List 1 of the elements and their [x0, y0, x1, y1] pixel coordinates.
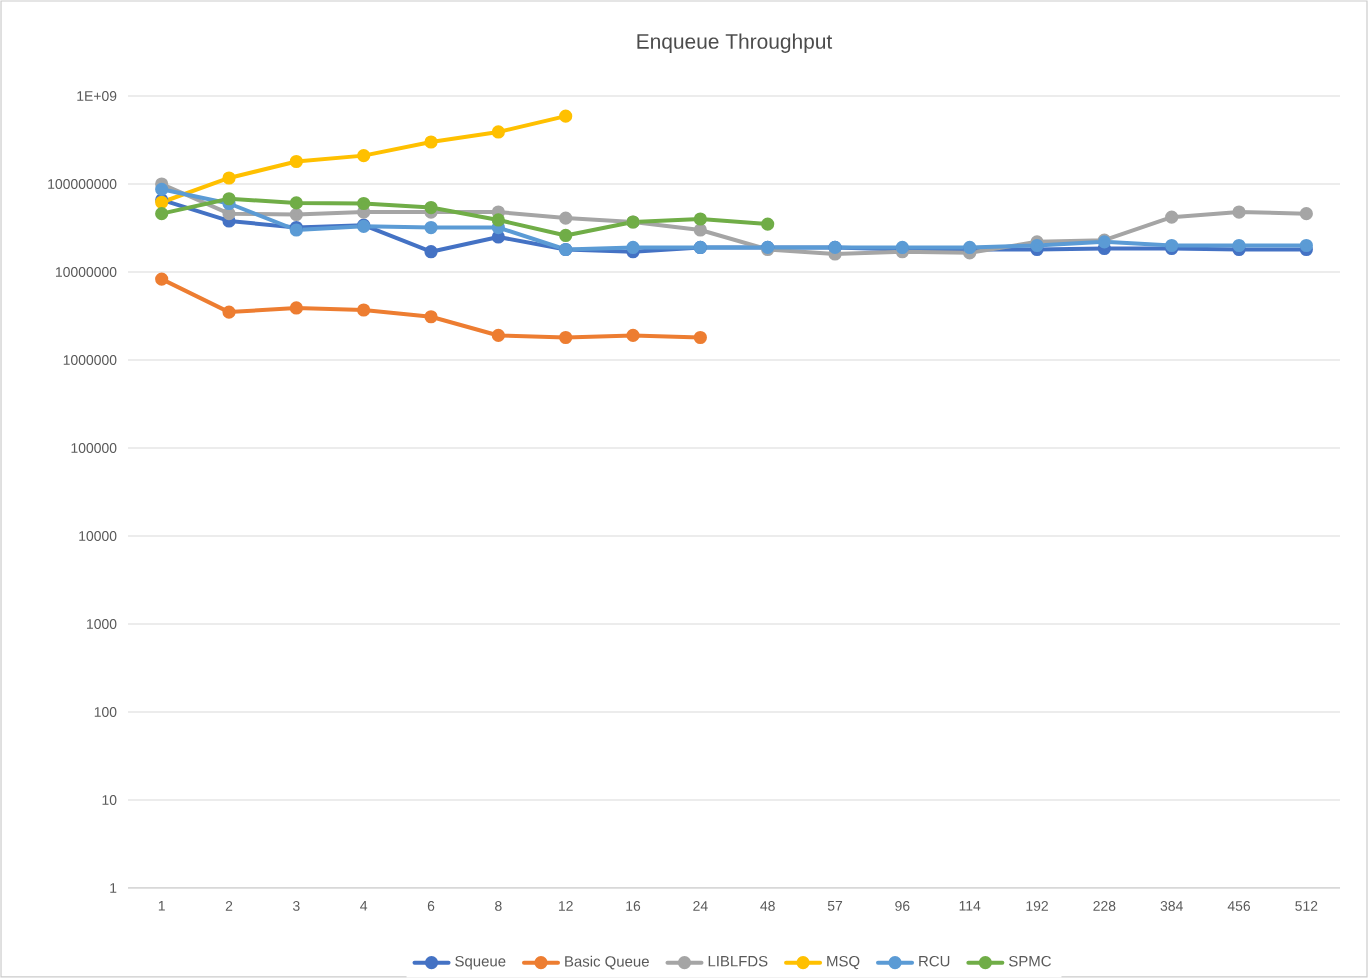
chart-title: Enqueue Throughput [637, 33, 833, 53]
